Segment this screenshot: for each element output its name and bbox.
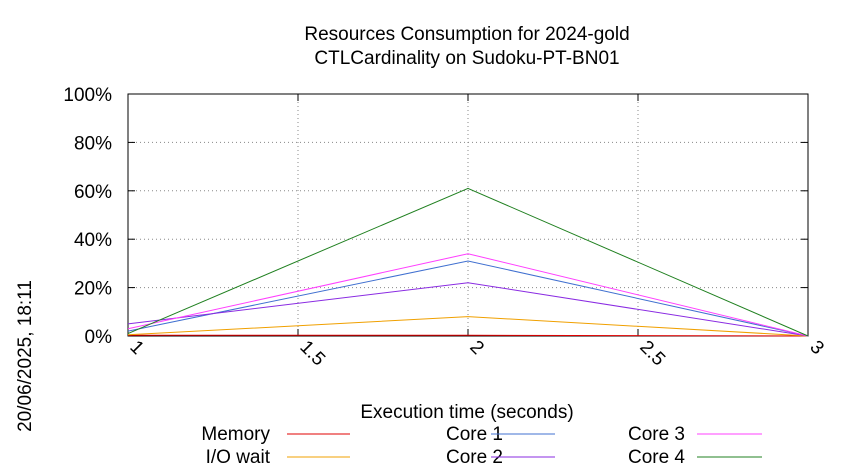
legend-item-i-o-wait: I/O wait <box>206 447 350 468</box>
legend-label: Core 4 <box>628 447 685 468</box>
y-tick-label: 80% <box>74 133 112 154</box>
x-axis: 1 1.5 2 2.5 3 <box>125 94 828 371</box>
series-line-core-3 <box>127 253 809 337</box>
legend-label: I/O wait <box>206 447 271 468</box>
series-line-core-4 <box>127 187 809 337</box>
series-line-core-1 <box>127 260 809 337</box>
x-tick-label: 1 <box>125 337 147 359</box>
legend-item-core-1: Core 1 <box>446 424 555 445</box>
chart-subtitle: CTLCardinality on Sudoku-PT-BN01 <box>314 48 619 69</box>
y-tick-label: 60% <box>74 182 112 203</box>
legend-item-core-3: Core 3 <box>628 424 762 445</box>
series-line-memory <box>128 334 809 337</box>
x-tick-label: 2 <box>465 337 487 359</box>
legend-item-core-2: Core 2 <box>446 447 555 468</box>
y-tick-label: 100% <box>63 85 112 106</box>
y-tick-label: 40% <box>74 230 112 251</box>
series-line-i-o-wait <box>127 316 809 337</box>
series-line-core-2 <box>127 282 809 337</box>
legend-label: Memory <box>201 424 270 445</box>
legend-label: Core 2 <box>446 447 503 468</box>
legend-item-memory: Memory <box>201 424 350 445</box>
y-tick-label: 20% <box>74 279 112 300</box>
x-axis-label: Execution time (seconds) <box>360 402 573 423</box>
x-tick-label: 2.5 <box>635 337 669 371</box>
x-tick-label: 1.5 <box>295 337 329 371</box>
legend-label: Core 3 <box>628 424 685 445</box>
grid <box>128 94 808 336</box>
timestamp: 20/06/2025, 18:11 <box>15 280 36 432</box>
y-axis: 0% 20% 40% 60% 80% 100% <box>63 85 808 348</box>
series-lines <box>127 187 809 337</box>
x-tick-label: 3 <box>805 337 827 359</box>
y-tick-label: 0% <box>85 327 113 348</box>
legend-label: Core 1 <box>446 424 503 445</box>
chart-title: Resources Consumption for 2024-gold <box>304 24 629 45</box>
legend-item-core-4: Core 4 <box>628 447 762 468</box>
